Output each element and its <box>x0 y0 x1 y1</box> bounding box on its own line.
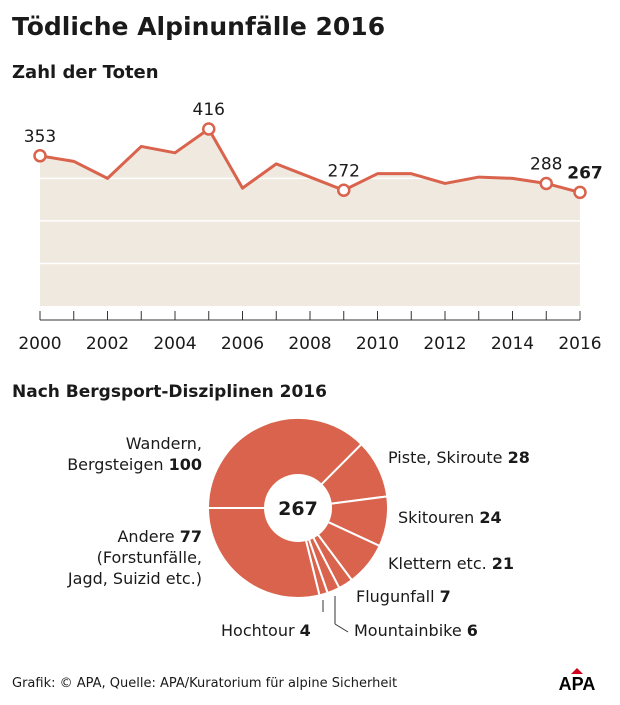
label-skitouren: Skitouren 24 <box>398 508 502 527</box>
label-andere: Andere 77 (Forstunfälle, Jagd, Suizid etc.… <box>67 527 202 588</box>
x-tick-label: 2008 <box>288 334 331 354</box>
series-line <box>39 127 581 194</box>
label-flugunfall: Flugunfall 7 <box>356 587 451 606</box>
x-tick-label: 2000 <box>18 334 61 354</box>
data-point <box>33 149 47 163</box>
data-label: 416 <box>193 100 225 120</box>
donut-chart-title: Nach Bergsport-Disziplinen 2016 <box>12 382 327 402</box>
chart-title: Tödliche Alpinunfälle 2016 <box>12 12 386 41</box>
data-point <box>202 122 216 136</box>
leader-line <box>334 623 349 633</box>
source-footer: Grafik: © APA, Quelle: APA/Kuratorium fü… <box>12 676 398 691</box>
data-point <box>573 185 587 200</box>
donut-slice <box>206 417 363 509</box>
area-fill <box>40 129 580 306</box>
data-label: 353 <box>24 127 56 147</box>
data-label: 272 <box>328 161 360 181</box>
label-klettern: Klettern etc. 21 <box>388 554 515 573</box>
x-tick-label: 2010 <box>356 334 399 354</box>
x-tick-label: 2002 <box>86 334 129 354</box>
label-piste: Piste, Skiroute 28 <box>388 448 530 467</box>
x-tick-label: 2016 <box>558 334 601 354</box>
x-tick-label: 2012 <box>423 334 466 354</box>
donut-center-label: 267 <box>278 498 318 520</box>
line-chart-title: Zahl der Toten <box>12 62 159 83</box>
apa-logo: APA <box>559 668 596 694</box>
x-tick-label: 2006 <box>221 334 264 354</box>
x-tick-label: 2014 <box>491 334 534 354</box>
label-wandern: Wandern, Bergsteigen 100 <box>67 434 202 474</box>
data-label: 288 <box>530 154 562 174</box>
label-mountainbike: Mountainbike 6 <box>354 621 478 640</box>
donut-slice <box>206 507 321 599</box>
data-point <box>539 176 553 191</box>
label-hochtour: Hochtour 4 <box>221 621 311 640</box>
svg-text:APA: APA <box>559 674 596 694</box>
data-point <box>337 183 351 198</box>
data-label: 267 <box>567 163 603 183</box>
x-tick-label: 2004 <box>153 334 196 354</box>
